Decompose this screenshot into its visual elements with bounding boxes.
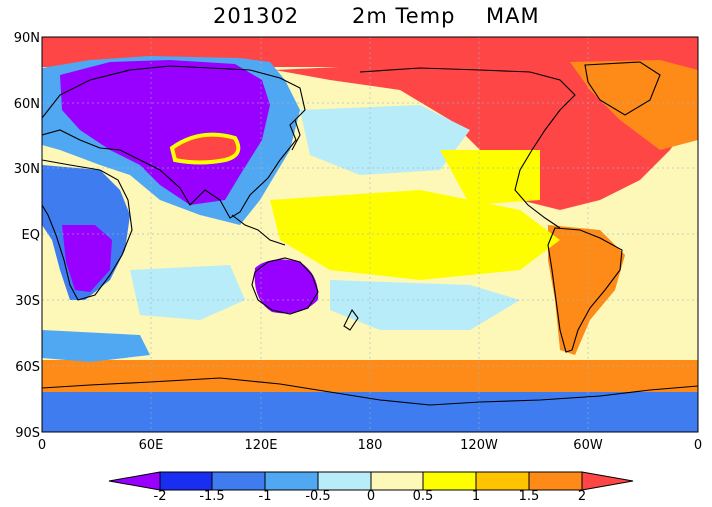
coastline-greenland — [584, 61, 661, 116]
colorbar-segment — [528, 471, 583, 491]
lon-tick-label: 180 — [358, 438, 383, 453]
coastline-north-america — [359, 67, 576, 229]
coastline-eurasia — [42, 65, 306, 219]
lat-tick-label: EQ — [22, 228, 40, 243]
title-variable: 2m Temp — [352, 4, 456, 28]
lat-tick-label: 90N — [14, 31, 40, 46]
colorbar-segment — [422, 471, 477, 491]
lon-tick-label: 0 — [38, 438, 46, 453]
southern-ocean-band — [42, 360, 698, 392]
colorbar-label: 0 — [367, 489, 375, 504]
title-date: 201302 — [213, 4, 300, 28]
colorbar-label: -0.5 — [305, 489, 330, 504]
colorbar-segment — [370, 471, 424, 491]
lon-tick-label: 60W — [573, 438, 603, 453]
colorbar-segment — [317, 471, 372, 491]
coastline-antarctica — [42, 377, 698, 406]
lat-tick-label: 60S — [15, 360, 40, 375]
eastern-pacific-warm — [440, 150, 540, 205]
north-pacific-cool — [300, 105, 470, 175]
lat-tick-label: 30S — [15, 294, 40, 309]
coastlines — [42, 61, 698, 406]
south-atlantic-cool — [42, 330, 150, 362]
central-asia-warm-region — [169, 132, 241, 165]
colorbar-segment — [475, 471, 530, 491]
colorbar-min-arrow — [108, 471, 161, 491]
lat-tick-label: 60N — [14, 97, 40, 112]
coastline-japan — [291, 119, 301, 151]
colorbar-label: 2 — [578, 489, 586, 504]
colorbar-label: -1.5 — [199, 489, 224, 504]
colorbar: -2 -1.5 -1 -0.5 0 0.5 1 1.5 2 — [108, 471, 634, 504]
colorbar-segment — [211, 471, 266, 491]
indian-ocean-cool — [130, 265, 245, 320]
colorbar-label: 1 — [472, 489, 480, 504]
figure-title: 201302 2m Temp MAM — [0, 4, 712, 34]
tropical-pacific-warm — [270, 190, 560, 280]
coastline-south-america — [547, 227, 623, 353]
lon-tick-label: 120W — [460, 438, 498, 453]
lon-tick-label: 120E — [244, 438, 277, 453]
title-season: MAM — [486, 4, 540, 28]
lon-tick-label: 60E — [139, 438, 164, 453]
lat-tick-label: 90S — [15, 426, 40, 441]
coastline-australia — [251, 257, 319, 315]
greenland-warm-region — [570, 60, 698, 150]
colorbar-label: 0.5 — [413, 489, 434, 504]
coastline-africa — [42, 159, 133, 301]
colorbar-segment — [159, 471, 213, 491]
eurasia-strong-cold-region — [60, 60, 270, 205]
south-pacific-cool — [330, 280, 520, 330]
coastline-maritime-se-asia — [231, 214, 286, 246]
colorbar-label: -1 — [259, 489, 272, 504]
colorbar-label: -2 — [154, 489, 167, 504]
colorbar-label: 1.5 — [519, 489, 540, 504]
africa-strong-cold-region — [62, 225, 112, 292]
south-america-warm-region — [548, 225, 625, 355]
map-frame — [41, 36, 699, 433]
colorbar-max-arrow — [581, 471, 634, 491]
lon-tick-label: 0 — [694, 438, 702, 453]
anomaly-map — [42, 37, 698, 432]
lon-axis: 0 60E 120E 180 120W 60W 0 — [38, 438, 702, 453]
north-america-warm-region — [275, 60, 698, 210]
lat-tick-label: 30N — [14, 162, 40, 177]
colorbar-segment — [264, 471, 319, 491]
lat-axis: 90N 60N 30N EQ 30S 60S 90S — [14, 31, 40, 441]
coastline-new-zealand — [343, 308, 359, 331]
